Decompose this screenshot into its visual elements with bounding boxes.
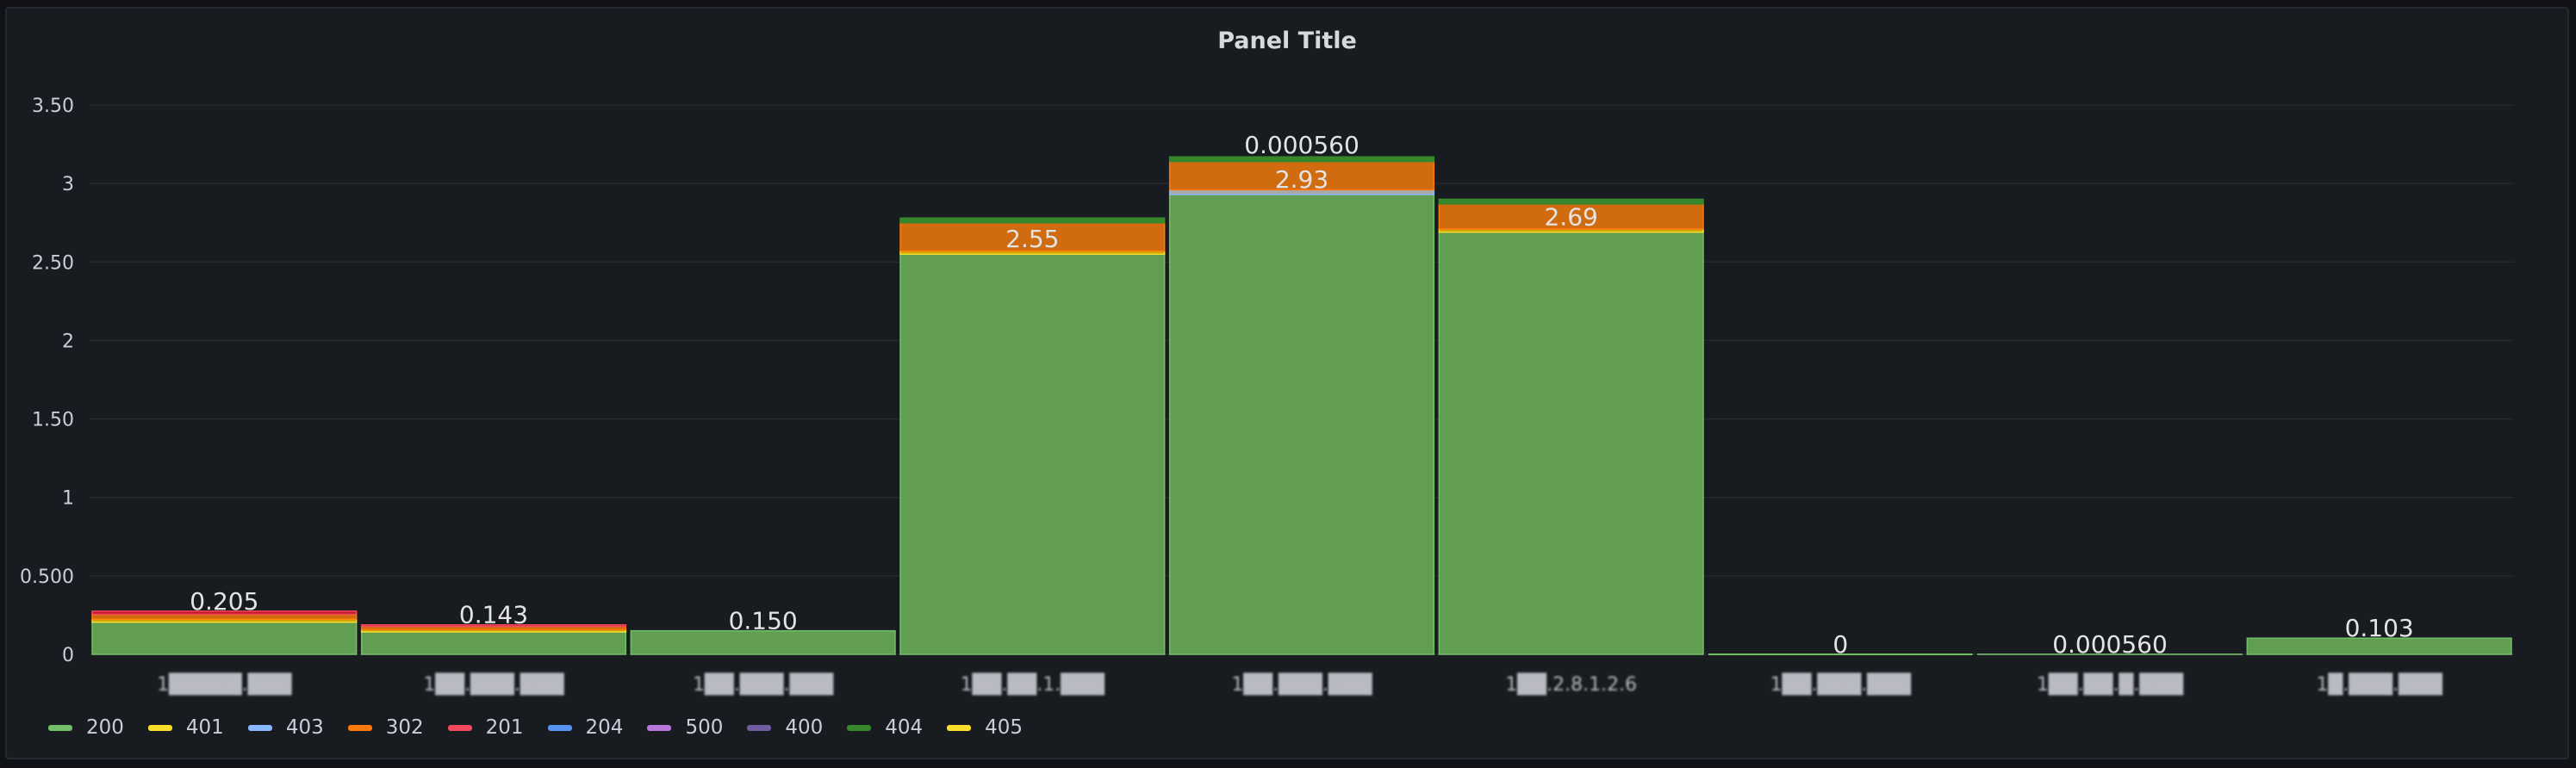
x-tick-label: 1█████.███ <box>157 672 292 696</box>
legend-label: 403 <box>285 716 324 739</box>
legend-item-404[interactable]: 404 <box>847 716 923 739</box>
legend-swatch <box>847 724 872 731</box>
x-tick-label: 1██.███.███ <box>423 672 564 696</box>
legend-item-401[interactable]: 401 <box>147 716 224 739</box>
y-tick-label: 3.50 <box>32 96 74 117</box>
bar-segment-200 <box>899 253 1166 655</box>
legend-item-400[interactable]: 400 <box>747 716 823 739</box>
panel-title[interactable]: Panel Title <box>1217 28 1357 54</box>
data-label: 2.69 <box>1544 203 1597 232</box>
legend-item-204[interactable]: 204 <box>547 716 624 739</box>
data-label: 0.000560 <box>2052 630 2168 659</box>
x-tick-label: 1██.██.1.███ <box>961 672 1105 696</box>
legend-swatch <box>247 724 272 731</box>
legend-swatch <box>747 724 772 731</box>
x-tick-label: 1██.██.█.███ <box>2037 672 2184 696</box>
data-label: 0.150 <box>729 607 798 635</box>
data-label: 0.205 <box>190 587 258 616</box>
legend-item-302[interactable]: 302 <box>347 716 424 739</box>
legend-swatch <box>48 724 72 731</box>
bar-segment-200 <box>1438 231 1704 655</box>
legend-label: 404 <box>885 716 924 739</box>
legend-swatch <box>347 724 372 731</box>
legend-item-405[interactable]: 405 <box>947 716 1023 739</box>
y-tick-label: 3 <box>62 174 74 195</box>
bar-segment-404 <box>1438 198 1704 205</box>
y-tick-label: 2 <box>62 331 74 352</box>
legend-label: 302 <box>385 716 424 739</box>
bar-segment-404 <box>899 217 1166 224</box>
legend-label: 204 <box>585 716 624 739</box>
bar-segment-201 <box>91 610 358 616</box>
bar-segment-302 <box>899 221 1166 252</box>
data-label: 2.55 <box>1005 225 1059 253</box>
data-label: 0.103 <box>2345 614 2414 642</box>
legend-label: 200 <box>86 716 124 739</box>
x-tick-label: 1██.2.8.1.2.6 <box>1505 672 1637 696</box>
bar-segment-200 <box>360 631 627 655</box>
x-tick-label: 1██.███.███ <box>693 672 834 696</box>
x-tick-label: 1██.███.███ <box>1231 672 1372 696</box>
legend: 200 401 403 302 201 204 500 400 404 405 <box>48 716 1047 739</box>
data-label: 0.000560 <box>1244 131 1360 159</box>
y-tick-label: 0 <box>62 645 74 666</box>
y-tick-label: 1 <box>62 488 74 510</box>
y-tick-label: 1.50 <box>32 410 74 431</box>
legend-item-201[interactable]: 201 <box>447 716 524 739</box>
x-tick-label: 1█.███.███ <box>2316 672 2442 696</box>
x-tick-label: 1██.███.███ <box>1770 672 1912 696</box>
bar-segment-201 <box>360 623 627 628</box>
data-label: 0 <box>1832 630 1848 659</box>
data-label: 2.93 <box>1275 165 1328 194</box>
bar-segment-200 <box>2246 637 2512 655</box>
bar-segment-200 <box>91 621 358 655</box>
legend-swatch <box>147 724 172 731</box>
legend-swatch <box>647 724 672 731</box>
data-label: 0.143 <box>459 601 528 629</box>
legend-item-500[interactable]: 500 <box>647 716 723 739</box>
legend-label: 401 <box>185 716 224 739</box>
bar-segment-404 <box>1168 156 1435 163</box>
legend-item-200[interactable]: 200 <box>48 716 124 739</box>
legend-label: 201 <box>485 716 524 739</box>
bar-segment-200 <box>630 629 896 655</box>
legend-item-403[interactable]: 403 <box>247 716 324 739</box>
legend-swatch <box>447 724 472 731</box>
bar-segment-302 <box>1168 160 1435 191</box>
bar-segment-200 <box>1168 194 1435 655</box>
legend-label: 400 <box>785 716 824 739</box>
legend-label: 500 <box>685 716 724 739</box>
legend-swatch <box>547 724 572 731</box>
bar-segment-302 <box>1438 203 1704 230</box>
y-tick-label: 2.50 <box>32 252 74 274</box>
legend-label: 405 <box>985 716 1024 739</box>
y-tick-label: 0.500 <box>20 567 74 588</box>
legend-swatch <box>947 724 972 731</box>
